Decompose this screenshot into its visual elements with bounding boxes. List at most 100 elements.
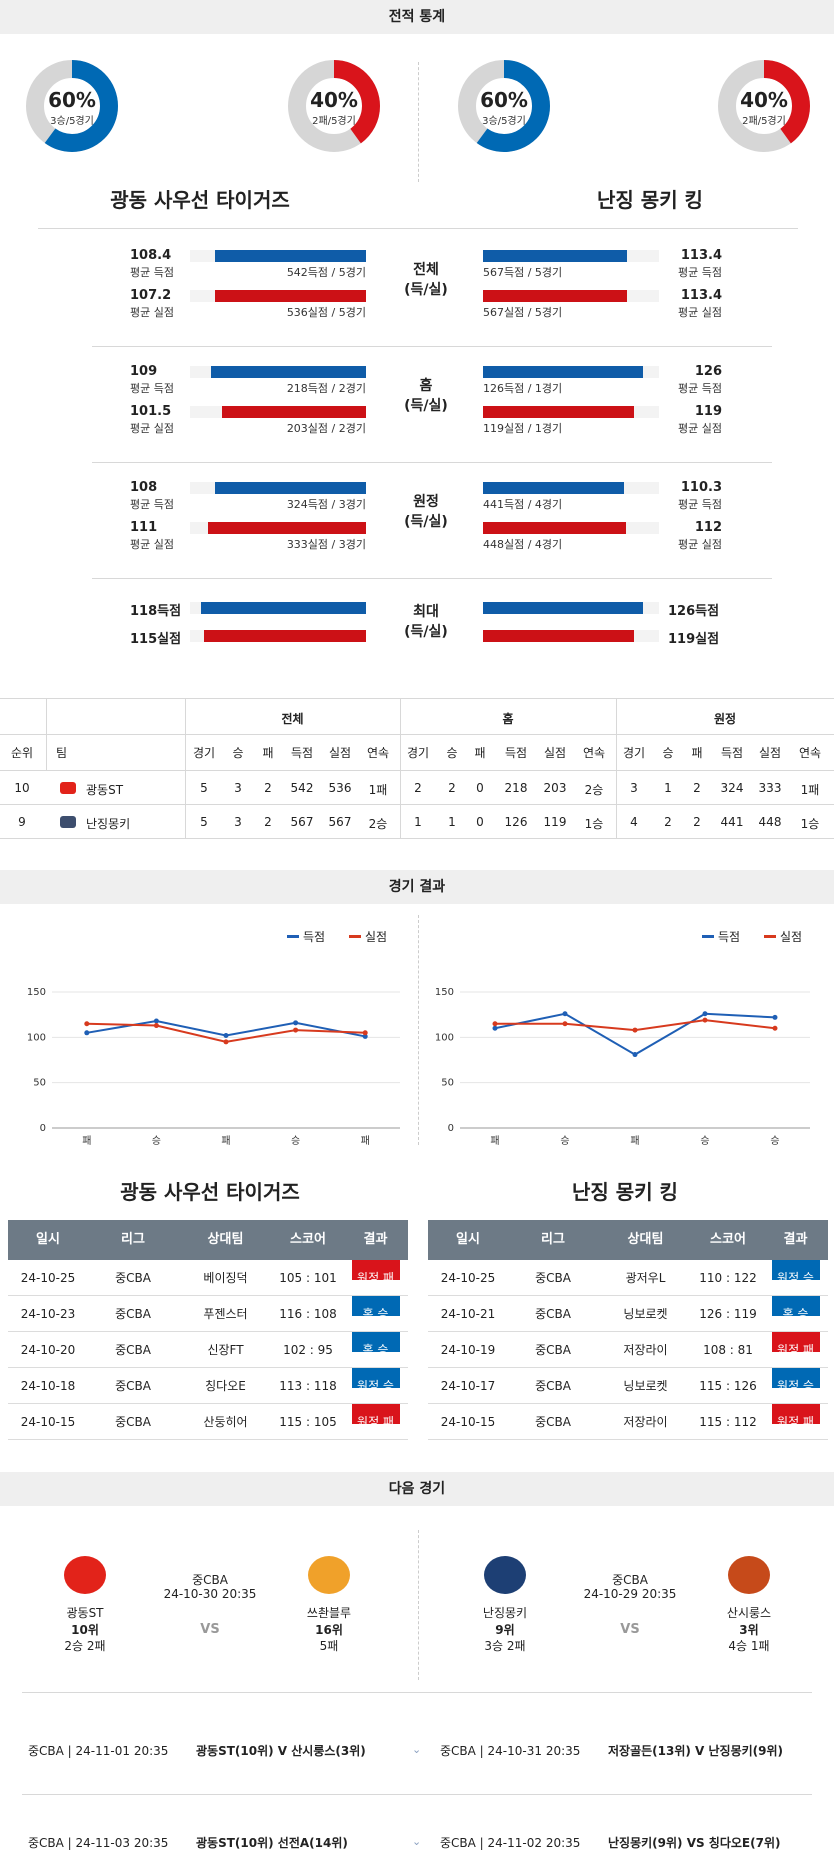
table-line — [0, 804, 834, 805]
home-team-name[interactable]: 광동ST — [66, 1606, 104, 1620]
legend-scored-label: 득점 — [718, 930, 741, 944]
results-row: 24-10-21 중CBA 닝보로켓 126 : 119 홈 승 — [428, 1296, 828, 1332]
away-team-name[interactable]: 산시룽스 — [726, 1606, 772, 1620]
results-cell: 108 : 81 — [703, 1343, 753, 1357]
standings-cell: 2 — [264, 781, 272, 795]
upcoming-match-left[interactable]: 광동ST(10위) 선전A(14위) — [196, 1836, 348, 1850]
bar-note-right: 567득점 / 5경기 — [483, 266, 563, 279]
next-game-league: 중CBA — [612, 1573, 648, 1587]
standings-cell: 448 — [758, 815, 782, 829]
result-badge: 원정 패 — [771, 1332, 820, 1357]
results-cell: 중CBA — [535, 1307, 571, 1321]
standings-cell: 0 — [476, 781, 484, 795]
results-cell: 칭다오E — [205, 1379, 246, 1393]
bar-note-left: 324득점 / 3경기 — [286, 498, 366, 511]
standings-group-header: 홈 — [502, 712, 514, 726]
legend-conceded-label: 실점 — [365, 930, 388, 944]
standings-cell: 203 — [543, 781, 567, 795]
results-cell: 24-10-15 — [440, 1415, 496, 1429]
standings-cell: 536 — [328, 781, 352, 795]
table-top-line — [0, 698, 834, 699]
standings-team-name[interactable]: 난징몽키 — [86, 817, 131, 831]
bar-note-left: 542득점 / 5경기 — [286, 266, 366, 279]
away-team-record: 4승 1패 — [728, 1639, 770, 1653]
donut-record: 2패/5경기 — [742, 116, 786, 127]
standings-cell: 9 — [18, 815, 26, 829]
divider-vertical-next — [418, 1530, 419, 1680]
stat-label-right: 평균 득점 — [678, 266, 722, 279]
x-tick-label: 패 — [221, 1135, 230, 1147]
bar-note-left: 218득점 / 2경기 — [286, 382, 366, 395]
stat-group-label-line: 홈 — [419, 378, 433, 394]
results-team-name-right: 난징 몽키 킹 — [572, 1180, 678, 1204]
results-cell: 중CBA — [115, 1415, 151, 1429]
bar-note-right: 119실점 / 1경기 — [483, 422, 563, 435]
stat-value-right: 113.4 — [680, 248, 722, 263]
results-table-header: 일시 리그 상대팀 스코어 결과 — [428, 1220, 828, 1260]
standings-cell: 3 — [234, 781, 242, 795]
result-badge: 원정 패 — [351, 1404, 400, 1429]
team-logo-nanjing — [60, 816, 76, 828]
standings-header-cell: 연속 — [582, 746, 606, 760]
results-table-header: 일시 리그 상대팀 스코어 결과 — [8, 1220, 408, 1260]
away-team-name[interactable]: 쓰촨블루 — [306, 1606, 352, 1620]
bar-conceded-right — [483, 522, 626, 534]
point-conceded — [772, 1025, 778, 1031]
upcoming-match-right[interactable]: 저장골든(13위) V 난징몽키(9위) — [608, 1744, 784, 1758]
stat-value-right: 113.4 — [680, 288, 722, 303]
point-scored — [293, 1020, 299, 1026]
results-header-cell: 리그 — [121, 1232, 145, 1247]
team-logo-guangdong — [60, 782, 76, 794]
results-cell: 126 : 119 — [699, 1307, 757, 1321]
bar-scored-left — [215, 250, 366, 262]
divider-vertical-results — [418, 915, 419, 1145]
upcoming-info-right: 중CBA | 24-11-02 20:35 — [440, 1836, 581, 1850]
max-group-label-line: (득/실) — [404, 624, 448, 640]
stat-value-left: 109 — [130, 364, 158, 379]
point-conceded — [223, 1039, 229, 1045]
result-badge: 원정 승 — [771, 1368, 820, 1393]
x-tick-label: 패 — [361, 1135, 370, 1147]
stat-label-right: 평균 실점 — [678, 538, 722, 551]
standings-team-name[interactable]: 광동ST — [86, 783, 124, 797]
standings-cell: 119 — [543, 815, 567, 829]
bar-note-left: 333실점 / 3경기 — [286, 538, 366, 551]
standings-cell: 441 — [720, 815, 744, 829]
standings-cell: 1패 — [800, 783, 820, 797]
vs-label: VS — [200, 1622, 220, 1637]
result-badge: 원정 패 — [351, 1260, 400, 1285]
standings-header-cell: 경기 — [622, 746, 646, 760]
standings-header-cell: 경기 — [192, 746, 216, 760]
stat-value-left: 107.2 — [130, 288, 172, 303]
results-cell: 중CBA — [535, 1415, 571, 1429]
results-cell: 닝보로켓 — [623, 1307, 668, 1321]
stat-label-left: 평균 실점 — [130, 422, 174, 435]
standings-cell: 1 — [664, 781, 672, 795]
section-title-stats: 전적 통계 — [0, 0, 834, 34]
home-team-name[interactable]: 난징몽키 — [482, 1606, 528, 1620]
donut-percent: 60% — [48, 88, 96, 112]
stat-group-label-line: 전체 — [413, 262, 439, 278]
home-team-record: 3승 2패 — [484, 1639, 526, 1653]
legend-scored-swatch — [702, 935, 714, 938]
stat-value-right: 112 — [694, 520, 722, 535]
team-logo-nanjing — [484, 1556, 526, 1594]
result-badge: 원정 승 — [771, 1260, 820, 1285]
donut-arc — [288, 60, 380, 152]
max-value-right: 126득점 — [668, 604, 720, 619]
donut-chart: 60% 3승/5경기 — [458, 60, 550, 152]
standings-header-cell: 연속 — [798, 746, 822, 760]
standings-header-cell: 패 — [691, 746, 703, 760]
max-value-left: 115실점 — [130, 632, 182, 647]
standings-header-cell: 승 — [232, 746, 244, 760]
home-team-record: 2승 2패 — [64, 1639, 106, 1653]
divider-line — [38, 228, 798, 229]
divider-line — [92, 462, 772, 463]
standings-cell: 542 — [290, 781, 314, 795]
table-vline — [400, 698, 401, 838]
point-scored — [772, 1014, 778, 1020]
upcoming-match-right[interactable]: 난징몽키(9위) VS 칭다오E(7위) — [608, 1836, 781, 1850]
divider-line — [92, 578, 772, 579]
upcoming-match-left[interactable]: 광동ST(10위) V 산시룽스(3위) — [196, 1744, 366, 1758]
standings-header-cell: 순위 — [10, 746, 34, 760]
